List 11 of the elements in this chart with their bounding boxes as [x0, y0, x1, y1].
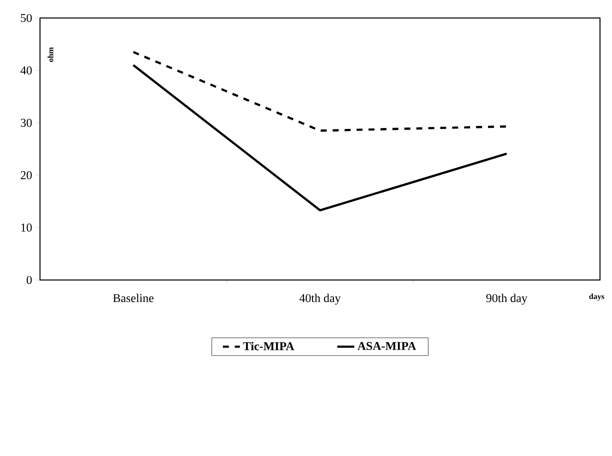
y-tick-label: 30	[20, 118, 32, 127]
x-tick-label: Baseline	[113, 294, 154, 302]
y-tick-label: 20	[20, 171, 32, 180]
y-tick-label: 10	[21, 224, 32, 232]
y-tick-label: 40	[20, 66, 32, 74]
y-tick-label: 0	[26, 276, 32, 284]
legend-label: ASA-MIPA	[357, 342, 416, 350]
x-tick-label: 90th day	[486, 294, 528, 305]
x-tick-label: 40th day	[299, 294, 341, 305]
y-tick-label: 50	[20, 14, 32, 22]
legend-label: Tic-MIPA	[243, 342, 294, 350]
